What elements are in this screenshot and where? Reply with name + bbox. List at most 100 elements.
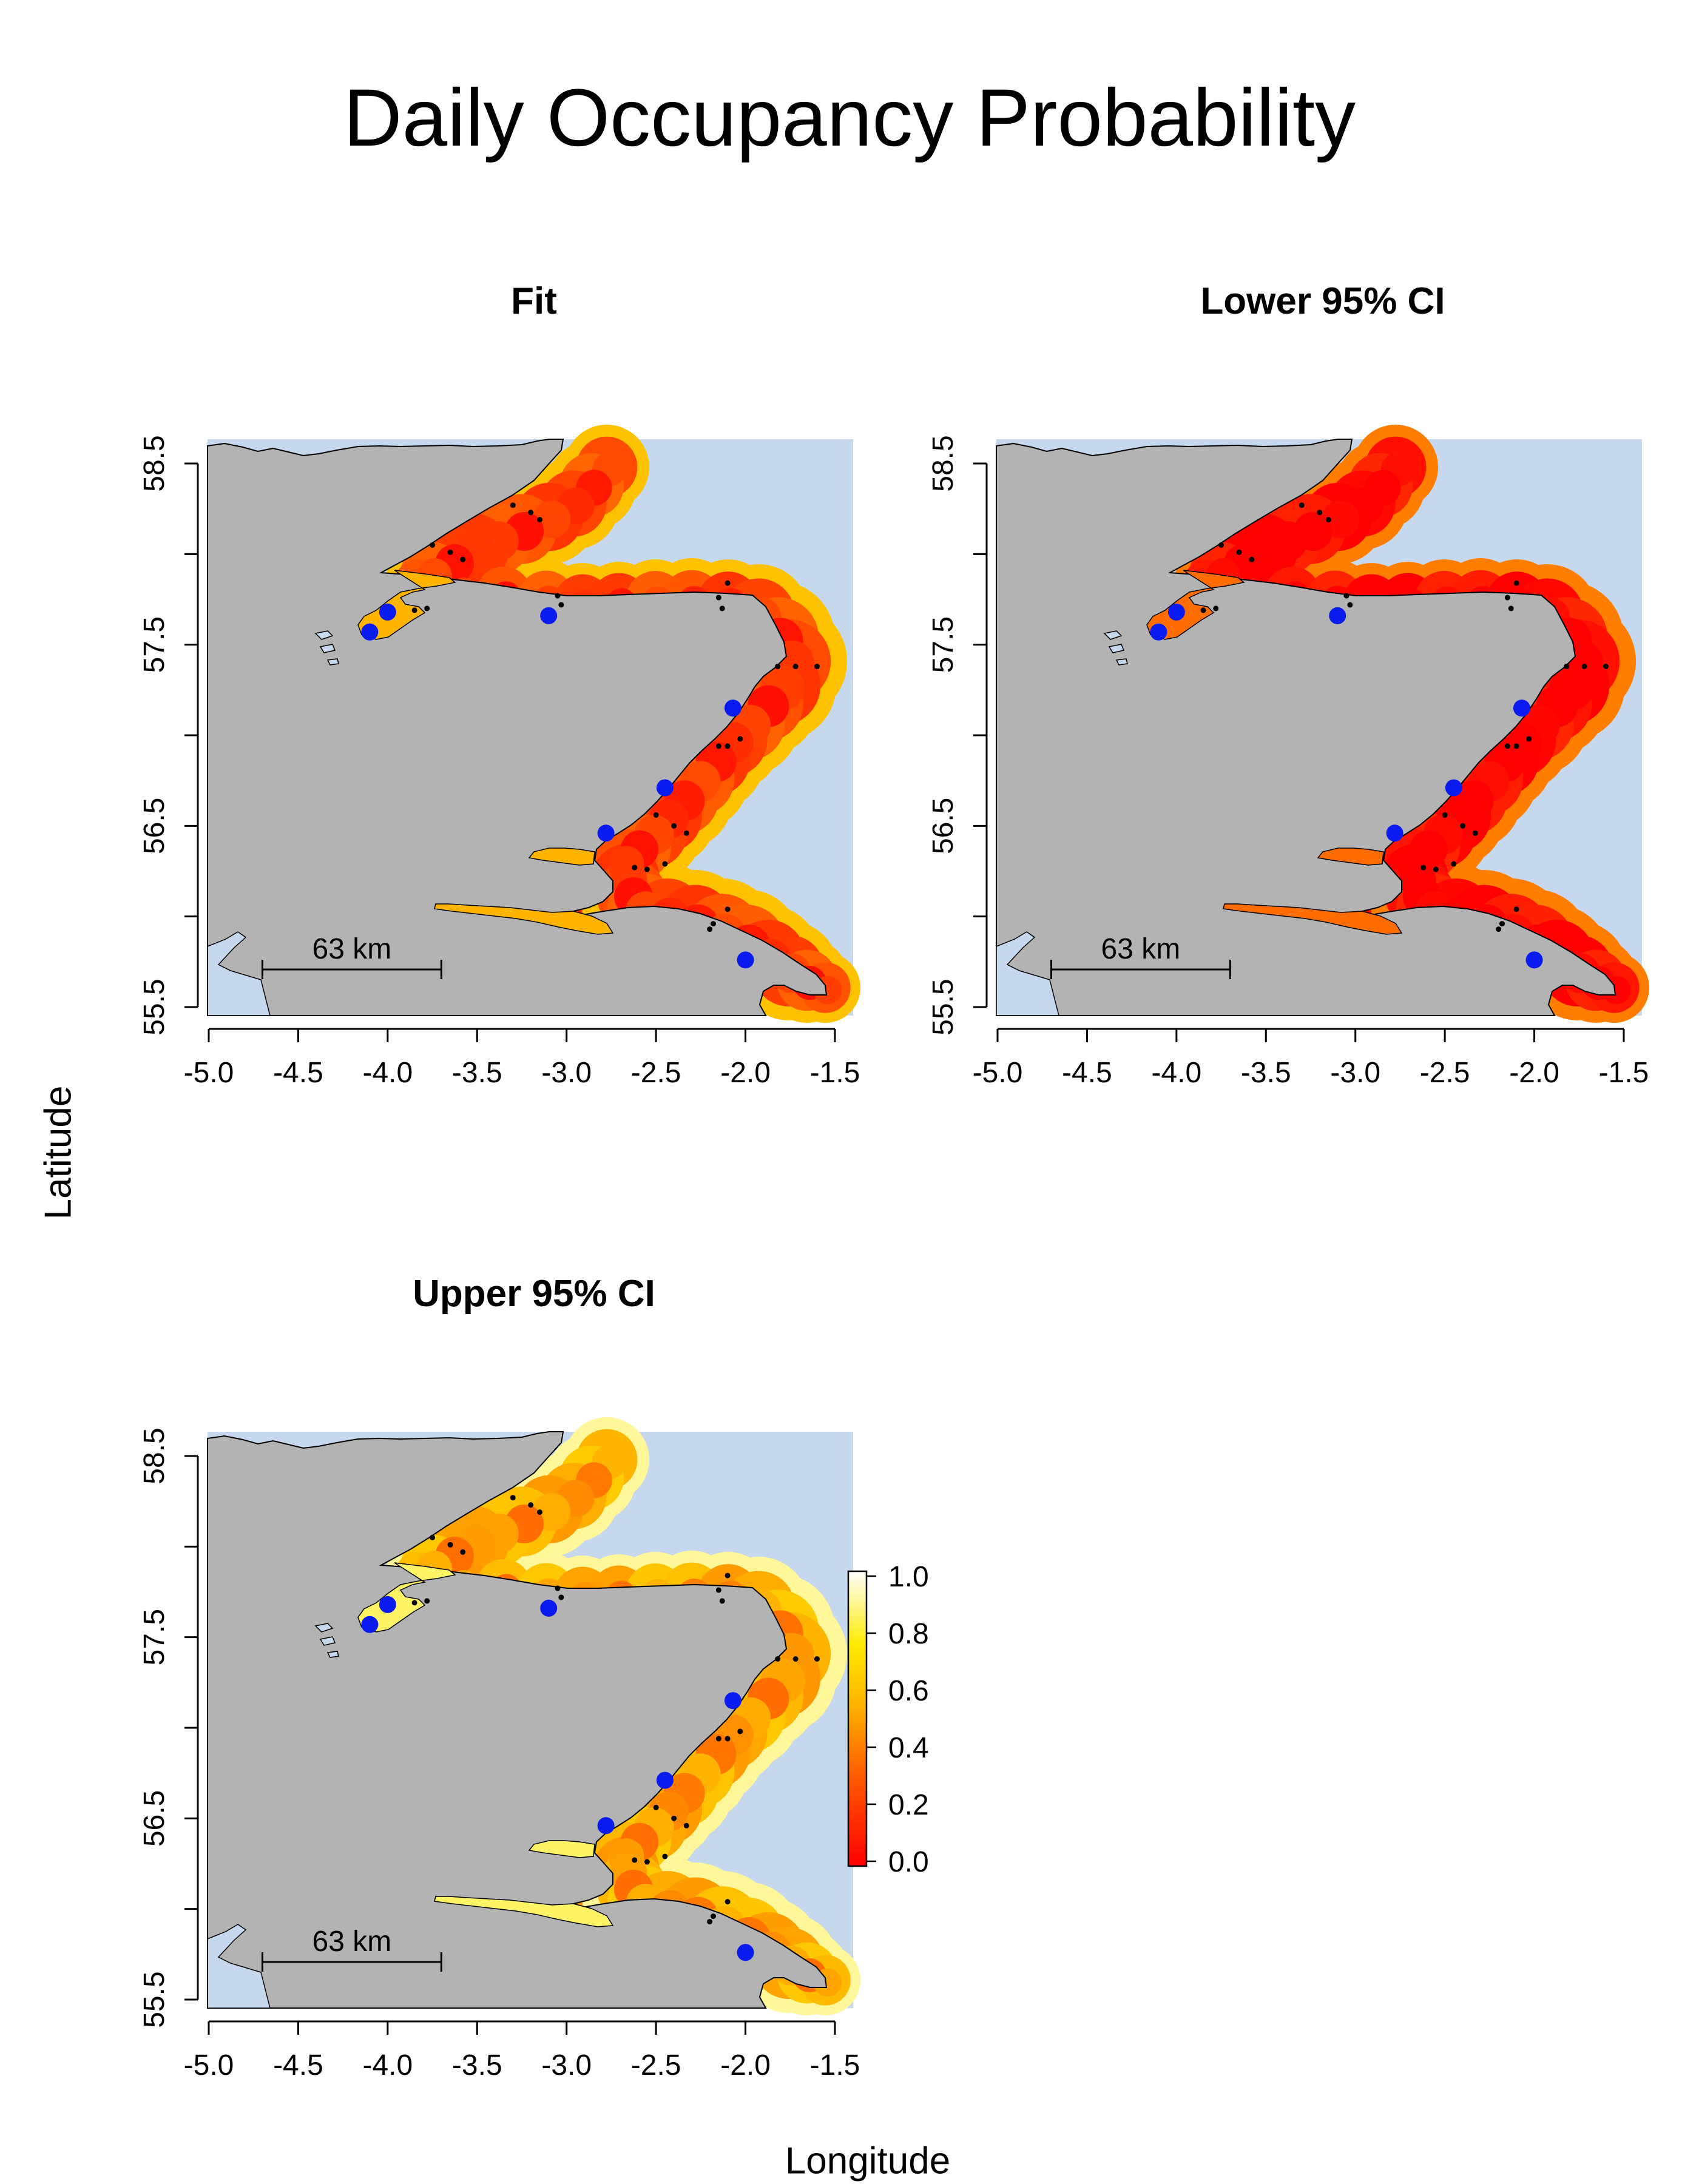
estuary bbox=[434, 1896, 614, 1927]
receiver-station bbox=[555, 1585, 561, 1591]
legend-tick-label: 0.6 bbox=[888, 1675, 929, 1707]
island bbox=[1108, 644, 1125, 653]
receiver-station bbox=[1513, 906, 1519, 912]
receiver-station bbox=[1451, 861, 1457, 867]
x-tick-label: -3.5 bbox=[452, 1057, 502, 1089]
x-tick-label: -3.0 bbox=[1330, 1057, 1380, 1089]
x-tick-label: -4.5 bbox=[273, 2049, 323, 2081]
panel-title-fit: Fit bbox=[511, 280, 557, 322]
y-tick-label: 57.5 bbox=[138, 1609, 171, 1665]
x-tick-label: -1.5 bbox=[810, 2049, 860, 2081]
x-tick-label: -3.5 bbox=[452, 2049, 502, 2081]
receiver-station bbox=[707, 1919, 713, 1925]
x-tick-label: -1.5 bbox=[1599, 1057, 1649, 1089]
x-tick-label: -3.0 bbox=[541, 2049, 592, 2081]
receiver-station bbox=[510, 1495, 516, 1501]
panel-title-upper: Upper 95% CI bbox=[413, 1273, 655, 1315]
x-tick-label: -3.5 bbox=[1241, 1057, 1291, 1089]
receiver-station bbox=[411, 1600, 417, 1606]
detection-site bbox=[1445, 779, 1462, 797]
receiver-station bbox=[1581, 664, 1587, 670]
island bbox=[326, 658, 339, 666]
scale-bar-label: 63 km bbox=[312, 933, 392, 965]
receiver-station bbox=[1249, 556, 1255, 562]
receiver-station bbox=[671, 823, 677, 829]
receiver-station bbox=[671, 1815, 677, 1821]
x-tick-label: -4.5 bbox=[273, 1057, 323, 1089]
x-tick-label: -2.5 bbox=[631, 1057, 681, 1089]
receiver-station bbox=[1343, 593, 1349, 599]
receiver-station bbox=[558, 1594, 564, 1600]
receiver-station bbox=[536, 1509, 542, 1515]
receiver-station bbox=[644, 866, 650, 872]
receiver-station bbox=[719, 1598, 725, 1604]
receiver-station bbox=[814, 664, 820, 670]
legend-tick-label: 1.0 bbox=[888, 1561, 929, 1593]
estuary bbox=[357, 570, 456, 640]
y-tick-label: 55.5 bbox=[138, 1971, 171, 2027]
receiver-station bbox=[430, 542, 436, 548]
legend-tick-label: 0.0 bbox=[888, 1846, 929, 1878]
y-tick-label: 58.5 bbox=[927, 435, 959, 491]
x-tick-label: -4.0 bbox=[362, 1057, 413, 1089]
receiver-station bbox=[1564, 664, 1570, 670]
detection-site bbox=[361, 623, 379, 641]
detection-site bbox=[724, 1692, 741, 1710]
estuary bbox=[1146, 570, 1245, 640]
southwest-sea-inlet bbox=[207, 1924, 271, 2009]
x-axis: -5.0 -4.5 -4.0 -3.5 -3.0 -2.5 -2.0 -1.5 bbox=[973, 1028, 1649, 1089]
y-tick-label: 58.5 bbox=[138, 435, 171, 491]
x-axis: -5.0 -4.5 -4.0 -3.5 -3.0 -2.5 -2.0 -1.5 bbox=[184, 2020, 860, 2081]
detection-site bbox=[379, 1596, 396, 1613]
receiver-station bbox=[632, 864, 638, 871]
receiver-station bbox=[558, 602, 564, 608]
detection-site bbox=[737, 951, 754, 969]
receiver-station bbox=[715, 743, 721, 749]
receiver-station bbox=[715, 595, 721, 601]
y-tick-label: 55.5 bbox=[138, 979, 171, 1035]
island bbox=[326, 1651, 339, 1658]
detection-site bbox=[1525, 951, 1543, 969]
x-tick-label: -3.0 bbox=[541, 1057, 592, 1089]
receiver-station bbox=[1213, 605, 1219, 612]
receiver-station bbox=[725, 906, 731, 912]
receiver-station bbox=[555, 593, 561, 599]
map-panel-fit: 63 km -5.0 -4.5 -4.0 -3.5 -3.0 -2.5 -2.0 -1.5 55.… bbox=[138, 425, 860, 1089]
y-tick-label: 55.5 bbox=[927, 979, 959, 1035]
x-axis: -5.0 -4.5 -4.0 -3.5 -3.0 -2.5 -2.0 -1.5 bbox=[184, 1028, 860, 1089]
main-title: Daily Occupancy Probability bbox=[343, 73, 1356, 163]
estuary bbox=[528, 848, 595, 866]
receiver-station bbox=[1496, 926, 1502, 932]
detection-site bbox=[597, 1817, 615, 1835]
receiver-station bbox=[424, 1598, 430, 1604]
x-tick-label: -2.5 bbox=[631, 2049, 681, 2081]
receiver-station bbox=[644, 1859, 650, 1865]
detection-site bbox=[379, 603, 396, 621]
receiver-station bbox=[460, 1549, 466, 1555]
x-tick-label: -5.0 bbox=[184, 2049, 234, 2081]
receiver-station bbox=[1603, 664, 1609, 670]
receiver-station bbox=[662, 861, 668, 867]
receiver-station bbox=[653, 1804, 659, 1810]
receiver-station bbox=[662, 1853, 668, 1859]
receiver-station bbox=[1504, 743, 1510, 749]
receiver-station bbox=[710, 921, 716, 927]
x-tick-label: -4.0 bbox=[1151, 1057, 1201, 1089]
detection-site bbox=[656, 1771, 674, 1789]
receiver-station bbox=[1442, 812, 1448, 818]
scale-bar: 63 km bbox=[1050, 933, 1231, 979]
detection-site bbox=[540, 607, 558, 624]
receiver-station bbox=[737, 1728, 743, 1734]
receiver-station bbox=[1460, 823, 1466, 829]
estuary bbox=[434, 903, 614, 935]
scale-bar: 63 km bbox=[261, 933, 442, 979]
island bbox=[1103, 630, 1123, 640]
y-tick-label: 56.5 bbox=[927, 798, 959, 854]
receiver-station bbox=[1317, 510, 1323, 516]
legend-tick-label: 0.2 bbox=[888, 1789, 929, 1821]
detection-site bbox=[540, 1599, 558, 1617]
receiver-station bbox=[715, 1587, 721, 1593]
receiver-station bbox=[536, 517, 542, 523]
receiver-station bbox=[510, 502, 516, 508]
land-mass bbox=[996, 439, 1616, 1016]
